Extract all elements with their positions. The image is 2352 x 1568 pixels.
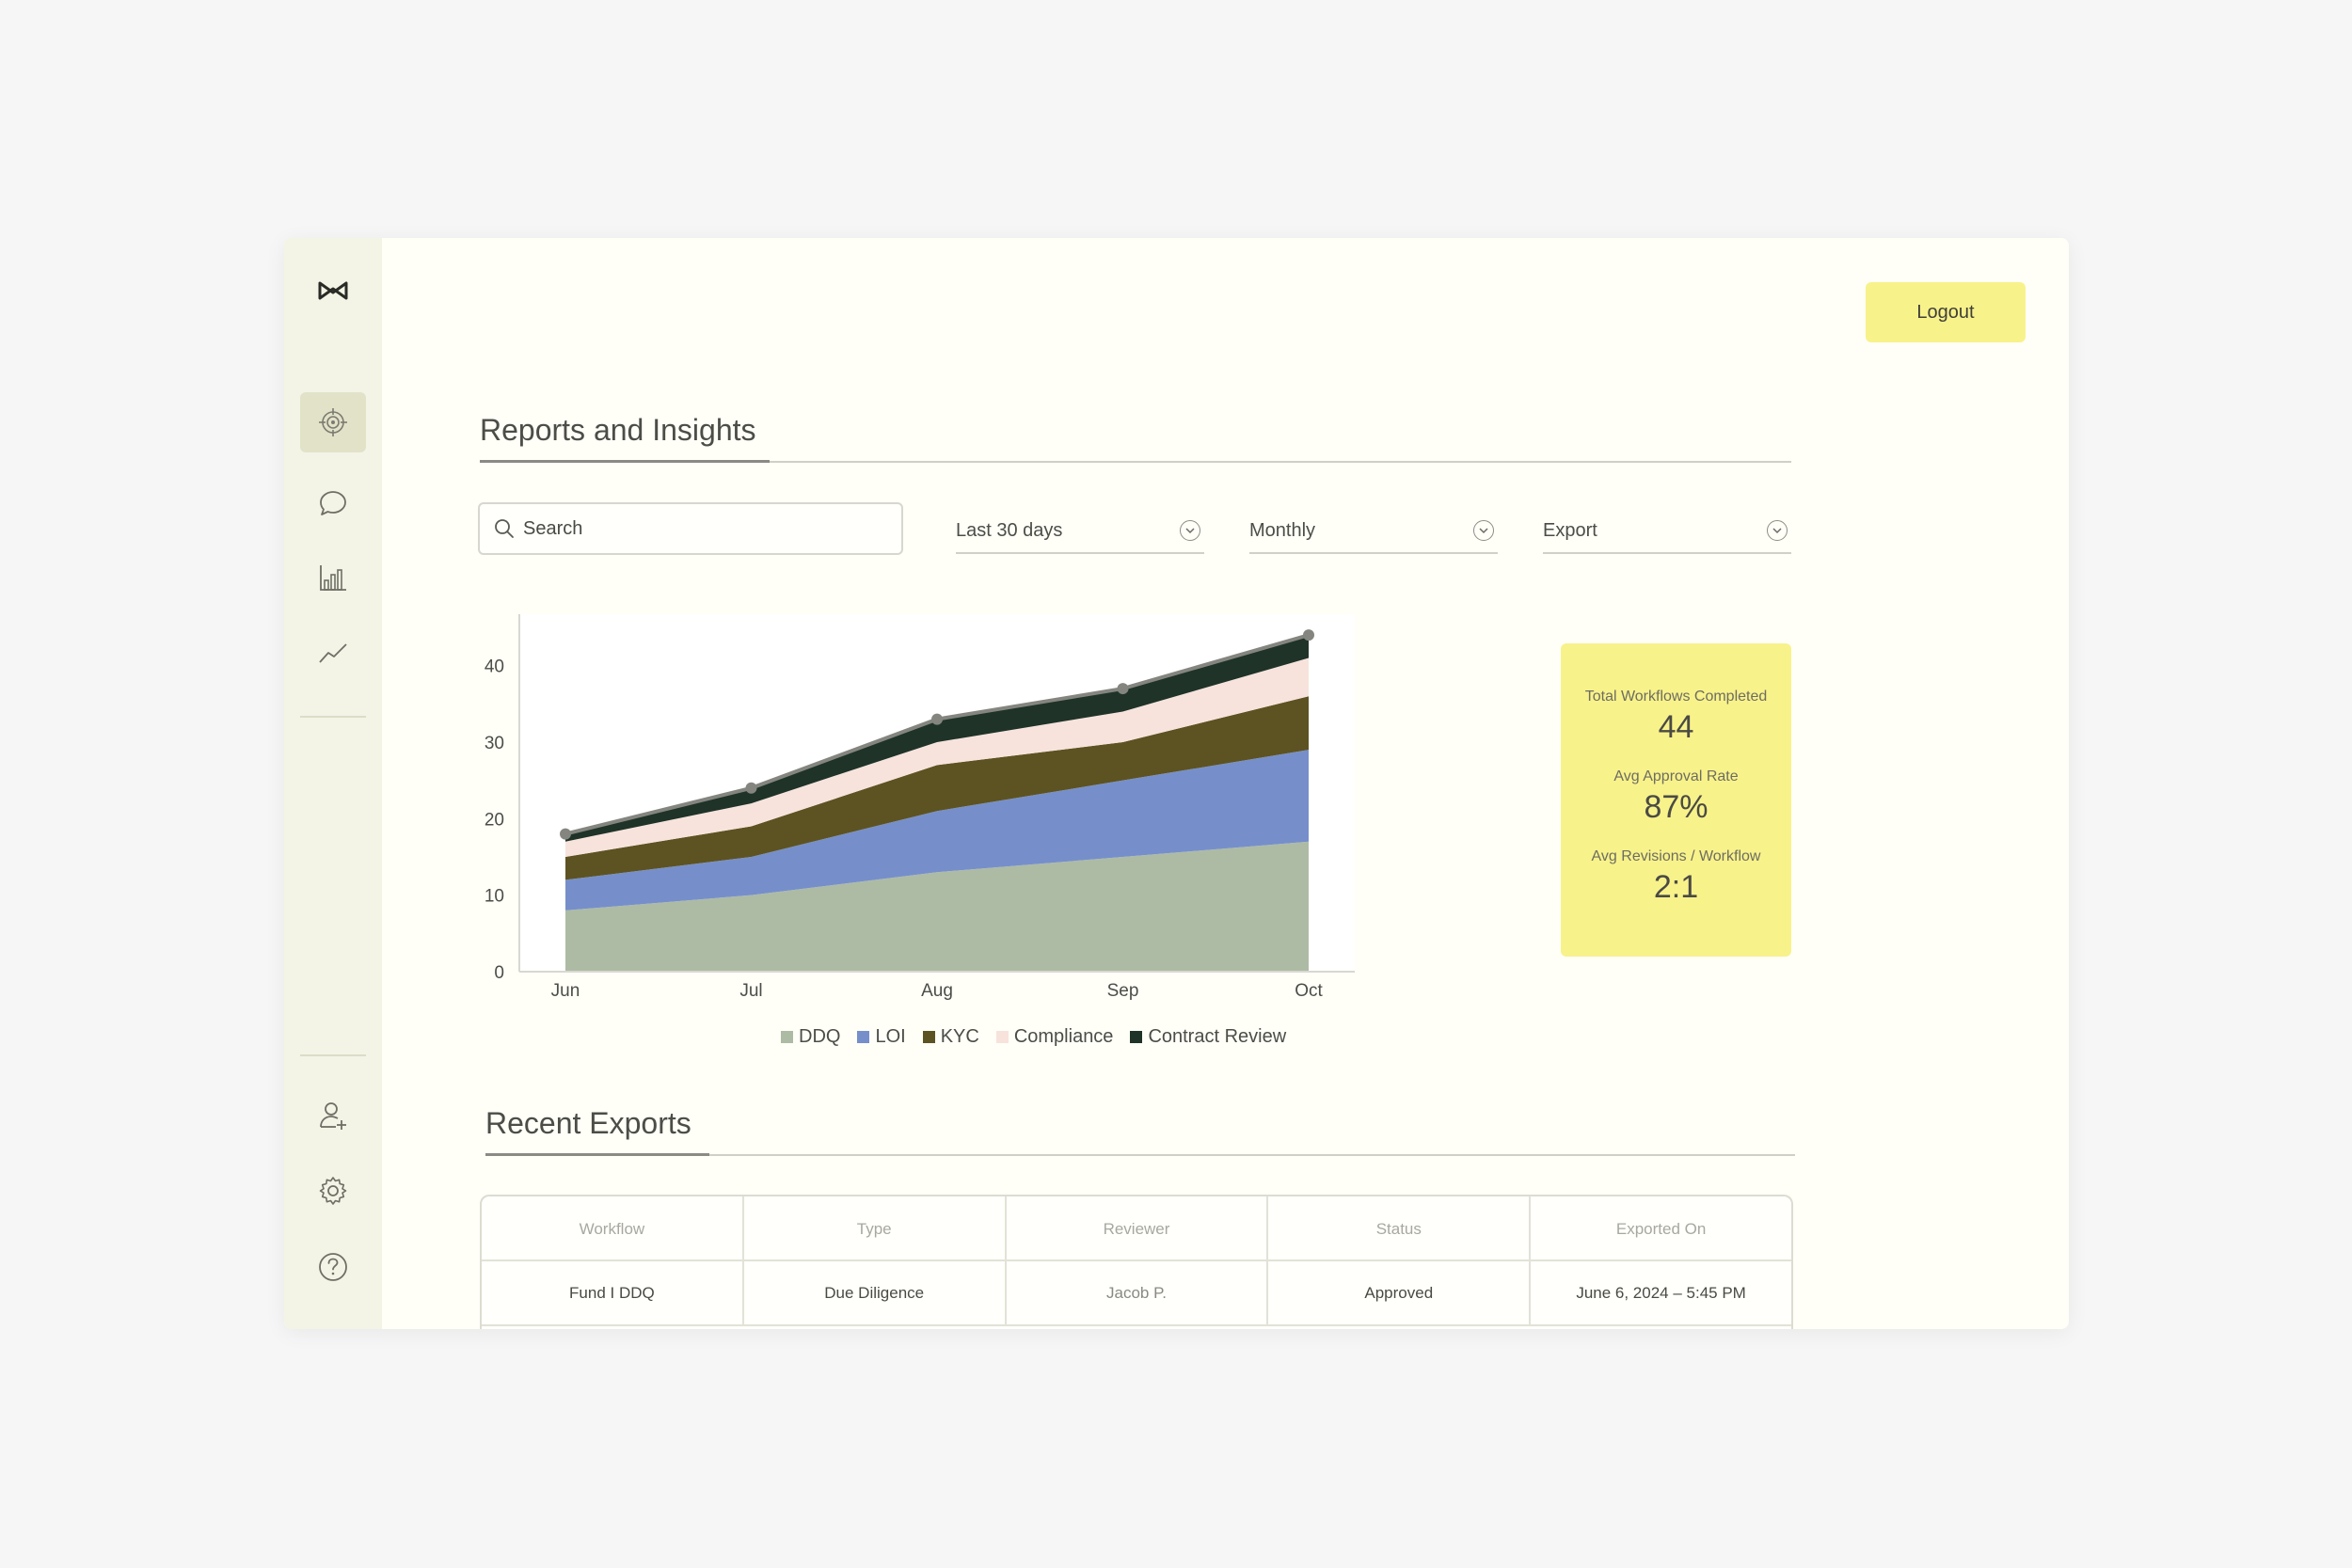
stat-value: 87%: [1644, 789, 1708, 825]
area-chart: 0 10 20 30 40 Jun Jul Aug Sep Oct: [485, 614, 1355, 1001]
legend-label: LOI: [875, 1026, 906, 1047]
legend-swatch: [1130, 1031, 1143, 1043]
column-header[interactable]: Reviewer: [1007, 1196, 1269, 1261]
exports-rule: [485, 1154, 1795, 1156]
stat-label: Total Workflows Completed: [1584, 689, 1768, 705]
sidebar-item-add-user[interactable]: [300, 1085, 366, 1146]
area-kyc: [565, 696, 1309, 880]
date-range-value: Last 30 days: [956, 520, 1063, 541]
legend-swatch: [995, 1031, 1009, 1043]
title-underline: [480, 460, 770, 463]
page-title: Reports and Insights: [480, 413, 756, 447]
x-tick-label: Jul: [739, 981, 762, 1001]
stats-card: Total Workflows Completed 44 Avg Approva…: [1561, 643, 1791, 957]
total-point[interactable]: [745, 782, 757, 794]
exports-table: Workflow Type Reviewer Status Exported O…: [480, 1195, 1793, 1329]
legend-item: DDQ: [781, 1026, 840, 1048]
legend-swatch: [781, 1031, 793, 1043]
stat-avg-revisions: Avg Revisions / Workflow 2:1: [1561, 848, 1791, 906]
stat-approval-rate: Avg Approval Rate 87%: [1561, 768, 1791, 826]
chevron-down-icon: [1180, 520, 1200, 541]
cell-status: Approved: [1268, 1261, 1532, 1324]
cell-type: Due Diligence: [744, 1261, 1007, 1324]
logout-button[interactable]: Logout: [1866, 282, 2026, 342]
gear-icon: [319, 1177, 347, 1205]
help-icon: [319, 1253, 347, 1281]
bar-chart-icon: [320, 565, 346, 591]
trend-line-icon: [319, 643, 347, 663]
stat-value: 2:1: [1653, 869, 1699, 905]
interval-dropdown[interactable]: Monthly: [1249, 513, 1498, 554]
x-tick-label: Sep: [1107, 981, 1139, 1001]
search-box[interactable]: [478, 502, 903, 555]
chat-icon: [320, 491, 346, 515]
sidebar-item-trends[interactable]: [300, 622, 366, 682]
total-point[interactable]: [931, 713, 943, 725]
y-tick-label: 20: [485, 810, 504, 830]
legend-label: Compliance: [1013, 1026, 1114, 1047]
sidebar-item-reports[interactable]: [300, 392, 366, 452]
y-tick-label: 30: [485, 734, 504, 753]
column-header[interactable]: Workflow: [482, 1196, 744, 1261]
area-loi: [565, 750, 1309, 911]
area-ddq: [565, 841, 1309, 972]
x-tick-label: Aug: [921, 981, 953, 1001]
workflow-chart: 0 10 20 30 40 Jun Jul Aug Sep Oct: [472, 605, 1375, 1056]
title-rule: [480, 461, 1791, 463]
column-header[interactable]: Exported On: [1615, 1219, 1707, 1238]
app-window: Logout Reports and Insights Last 30 days…: [284, 238, 2069, 1329]
table-row[interactable]: Fund I DDQ Due Diligence Jacob P. Approv…: [482, 1261, 1791, 1326]
total-point[interactable]: [1117, 683, 1129, 695]
date-range-dropdown[interactable]: Last 30 days: [956, 513, 1204, 554]
cell-reviewer: Jacob P.: [1007, 1261, 1269, 1324]
x-tick-label: Jun: [551, 981, 580, 1001]
cell-workflow: Fund I DDQ: [482, 1261, 744, 1324]
table-row[interactable]: [482, 1326, 1791, 1329]
section-title-recent-exports: Recent Exports: [485, 1106, 691, 1140]
y-tick-label: 40: [485, 657, 504, 677]
stat-total-workflows: Total Workflows Completed 44: [1561, 689, 1791, 746]
sidebar-divider: [300, 1054, 366, 1056]
legend-item: Contract Review: [1130, 1026, 1286, 1048]
column-header[interactable]: Type: [744, 1196, 1007, 1261]
legend-swatch: [857, 1031, 870, 1043]
legend-item: LOI: [857, 1026, 906, 1048]
stat-label: Avg Revisions / Workflow: [1591, 848, 1761, 864]
search-input[interactable]: [523, 517, 881, 540]
total-point[interactable]: [560, 828, 571, 840]
sidebar-item-analytics[interactable]: [300, 547, 366, 608]
sidebar: [284, 238, 382, 1329]
stat-label: Avg Approval Rate: [1613, 768, 1739, 784]
export-value: Export: [1543, 520, 1597, 541]
cell-exported-on: June 6, 2024 – 5:45 PM: [1576, 1283, 1746, 1302]
table-header: Workflow Type Reviewer Status Exported O…: [482, 1196, 1791, 1261]
logo-icon: [318, 281, 348, 300]
legend-label: DDQ: [799, 1026, 841, 1047]
x-tick-label: Oct: [1295, 981, 1323, 1001]
chevron-down-icon: [1767, 520, 1788, 541]
exports-underline: [485, 1153, 709, 1156]
chart-legend: DDQ LOI KYC Compliance Contract Review: [781, 1026, 1286, 1048]
add-user-icon: [320, 1102, 346, 1130]
chevron-down-icon: [1473, 520, 1494, 541]
legend-item: Compliance: [995, 1026, 1114, 1048]
legend-swatch: [922, 1031, 935, 1043]
legend-label: Contract Review: [1148, 1026, 1287, 1047]
search-icon: [495, 519, 514, 538]
total-point[interactable]: [1303, 629, 1314, 641]
column-header[interactable]: Status: [1268, 1196, 1532, 1261]
y-tick-label: 10: [485, 887, 504, 907]
sidebar-divider: [300, 716, 366, 718]
sidebar-item-chat[interactable]: [300, 473, 366, 533]
stat-value: 44: [1658, 709, 1694, 745]
target-icon: [319, 408, 347, 436]
interval-value: Monthly: [1249, 520, 1316, 541]
sidebar-item-settings[interactable]: [300, 1161, 366, 1221]
export-dropdown[interactable]: Export: [1543, 513, 1791, 554]
legend-item: KYC: [922, 1026, 979, 1048]
area-compliance: [565, 657, 1309, 857]
y-tick-label: 0: [494, 963, 504, 983]
sidebar-item-help[interactable]: [300, 1237, 366, 1297]
legend-label: KYC: [940, 1026, 979, 1047]
